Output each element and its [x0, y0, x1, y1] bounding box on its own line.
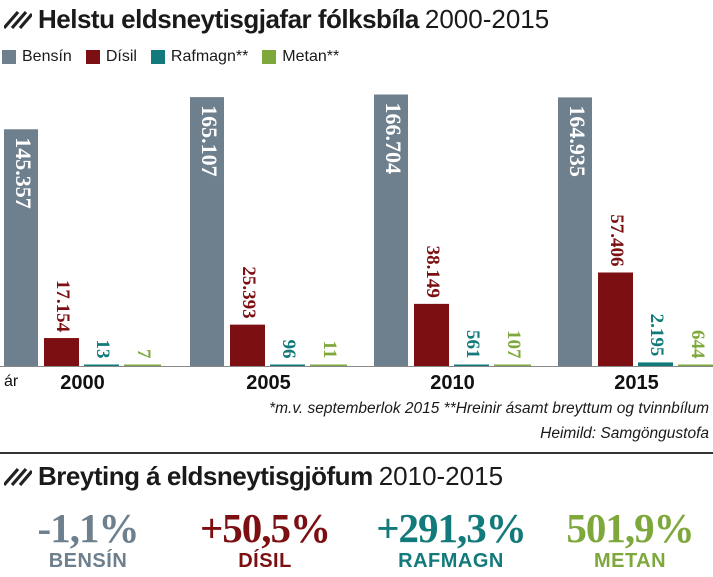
data-label: 38.149	[422, 246, 443, 298]
data-label: 11	[319, 341, 340, 359]
bar	[678, 364, 713, 366]
data-label: 17.154	[52, 280, 73, 333]
data-label: 644	[687, 330, 708, 359]
change-label: BENSÍN	[48, 550, 128, 572]
x-tick-label: 2010	[430, 372, 475, 394]
data-label: 145.357	[11, 137, 36, 209]
data-label: 166.704	[381, 103, 406, 174]
change-item-rafmagn: +291,3% RAFMAGN	[366, 506, 536, 572]
legend-label: Bensín	[22, 48, 72, 65]
legend-item: Metan**	[262, 48, 339, 66]
data-label: 107	[503, 330, 524, 359]
change-label: DÍSIL	[238, 550, 292, 572]
data-label: 2.195	[646, 314, 667, 357]
x-tick-label: 2000	[60, 372, 105, 394]
footnote: *m.v. septemberlok 2015 **Hreinir ásamt …	[269, 400, 709, 417]
change-item-bensin: -1,1% BENSÍN	[3, 506, 173, 572]
bar	[558, 97, 592, 366]
change-pct: -1,1%	[37, 505, 140, 551]
bar	[44, 338, 79, 366]
bar	[124, 364, 161, 366]
legend: Bensín Dísil Rafmagn** Metan**	[2, 48, 353, 66]
change-pct: +50,5%	[199, 505, 331, 551]
bar	[4, 129, 38, 366]
legend-swatch	[2, 50, 16, 64]
bar	[230, 324, 265, 366]
bar	[84, 364, 119, 366]
source-note: Heimild: Samgöngustofa	[540, 425, 709, 442]
chart-title-years: 2000-2015	[424, 4, 550, 34]
legend-item: Dísil	[85, 48, 137, 66]
data-label: 25.393	[238, 266, 259, 318]
data-label: 561	[462, 330, 483, 359]
change-title: Breyting á eldsneytisgjöfum 2010-2015	[38, 461, 503, 492]
change-item-disil: +50,5% DÍSIL	[180, 506, 350, 572]
bar	[454, 364, 489, 366]
hatch-icon	[4, 10, 32, 30]
bar	[190, 97, 224, 367]
legend-item: Rafmagn**	[150, 48, 249, 66]
bar	[414, 303, 449, 366]
bar-chart: 145.357 17.154 13 7 2000 165.107 25.393 96 11 200…	[0, 94, 713, 394]
legend-item: Bensín	[2, 48, 72, 66]
change-label: RAFMAGN	[398, 550, 504, 572]
data-label: 57.406	[606, 214, 627, 266]
change-label: METAN	[593, 550, 667, 572]
data-label: 165.107	[197, 105, 222, 176]
legend-swatch	[85, 50, 100, 64]
legend-label: Dísil	[105, 48, 137, 65]
change-pct: +291,3%	[376, 505, 527, 551]
data-label: 96	[278, 340, 299, 359]
bar	[374, 94, 408, 367]
bar	[310, 364, 347, 366]
legend-label: Rafmagn**	[170, 48, 249, 65]
section-divider	[0, 452, 713, 454]
chart-title-main: Helstu eldsneytisgjafar fólksbíla	[38, 4, 419, 34]
bar	[494, 364, 531, 366]
change-title-main: Breyting á eldsneytisgjöfum	[38, 461, 373, 491]
x-tick-label: 2015	[614, 372, 659, 394]
chart-title: Helstu eldsneytisgjafar fólksbíla 2000-20…	[38, 4, 549, 35]
bar	[638, 362, 673, 366]
data-label: 7	[133, 349, 154, 359]
change-title-years: 2010-2015	[378, 461, 504, 491]
bar	[270, 364, 305, 366]
x-tick-label: 2005	[246, 372, 291, 394]
change-pct: 501,9%	[566, 505, 694, 551]
hatch-icon	[4, 467, 32, 487]
legend-label: Metan**	[282, 48, 340, 65]
bar	[598, 272, 633, 366]
data-label: 13	[92, 340, 113, 359]
change-item-metan: 501,9% METAN	[545, 506, 713, 572]
legend-swatch	[262, 50, 277, 64]
legend-swatch	[150, 50, 165, 64]
x-axis-label: ár	[4, 373, 19, 390]
data-label: 164.935	[565, 105, 590, 177]
